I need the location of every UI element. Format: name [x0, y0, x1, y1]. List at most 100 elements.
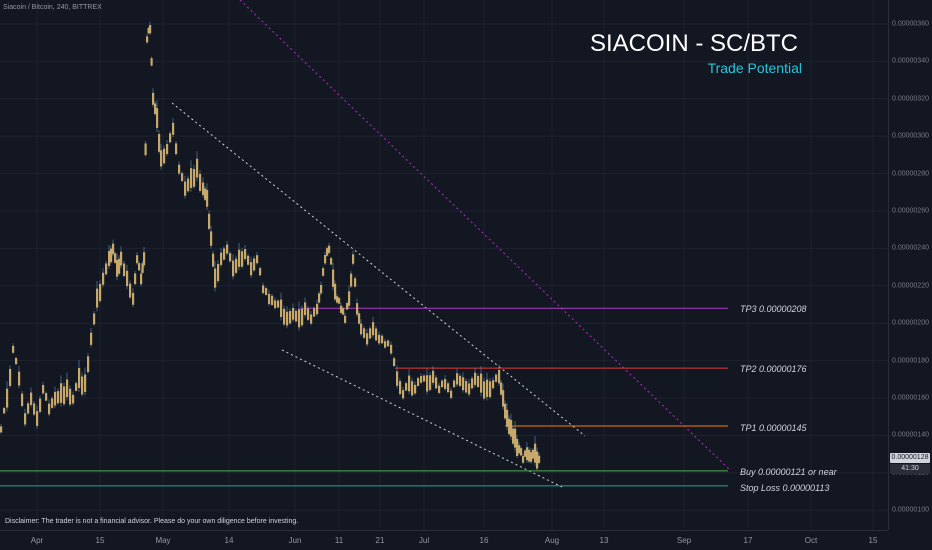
candle-body	[268, 293, 271, 305]
candle-body	[358, 313, 361, 324]
candle-body	[178, 164, 181, 174]
candle-body	[459, 375, 462, 387]
chart-area[interactable]: Siacoin / Bitcoin, 240, BITTREX SIACOIN …	[0, 0, 888, 530]
candle-body	[244, 249, 247, 259]
price-axis-label: 0.00000300	[892, 132, 929, 140]
candle-body	[498, 369, 501, 384]
candle-body	[528, 449, 531, 462]
candle-body	[289, 311, 292, 324]
time-axis-label: 13	[599, 536, 609, 545]
candle-body	[123, 263, 126, 276]
candle-body	[334, 283, 337, 300]
candle-body	[172, 122, 175, 135]
candle-body	[477, 375, 480, 387]
time-axis-label: 16	[479, 536, 489, 545]
candle-body	[495, 374, 498, 382]
candle-body	[54, 391, 57, 406]
candle-body	[69, 388, 72, 405]
tp2-label: TP2 0.00000176	[740, 364, 807, 374]
candle-body	[366, 333, 369, 345]
candle-body	[259, 268, 262, 276]
candle-body	[330, 258, 333, 265]
candle-body	[18, 371, 21, 386]
candle-body	[93, 313, 96, 325]
candle-body	[450, 390, 453, 398]
candle-body	[262, 285, 265, 294]
candle-body	[105, 263, 108, 275]
candle-body	[292, 308, 295, 320]
candle-body	[429, 375, 432, 390]
candle-body	[444, 379, 447, 389]
candle-body	[190, 168, 193, 188]
candle-body	[387, 340, 390, 347]
candle-body	[206, 189, 209, 207]
symbol-info[interactable]: Siacoin / Bitcoin, 240, BITTREX	[3, 4, 102, 11]
candle-body	[226, 244, 229, 254]
candle-body	[381, 335, 384, 344]
time-axis-label: Apr	[30, 536, 44, 545]
candle-body	[390, 344, 393, 354]
candle-body	[369, 328, 372, 339]
candle-body	[405, 383, 408, 391]
candle-body	[78, 368, 81, 388]
price-chart[interactable]	[0, 0, 888, 530]
candle-body	[187, 178, 190, 192]
candle-body	[489, 381, 492, 397]
candle-body	[538, 455, 541, 463]
candle-body	[310, 314, 313, 324]
candle-body	[223, 248, 226, 260]
candle-body	[150, 58, 153, 66]
candle-body	[144, 143, 147, 156]
candle-body	[129, 283, 132, 298]
candle-body	[283, 308, 286, 325]
candle-body	[423, 375, 426, 382]
candle-body	[84, 374, 87, 392]
candle-body	[3, 408, 6, 414]
candle-body	[402, 390, 405, 399]
candle-body	[204, 188, 207, 200]
time-axis-label: Sep	[676, 536, 692, 545]
candle-body	[318, 293, 321, 303]
price-axis[interactable]: 0.00000360 0.00000340 0.00000320 0.00000…	[888, 0, 932, 530]
candle-body	[492, 380, 495, 389]
candle-body	[465, 380, 468, 393]
price-axis-label: 0.00000280	[892, 170, 929, 178]
candle-body	[453, 380, 456, 388]
price-axis-label: 0.00000160	[892, 394, 929, 402]
candle-body	[524, 450, 527, 457]
candle-body	[149, 25, 152, 34]
candle-body	[298, 309, 301, 328]
candle-body	[90, 332, 93, 345]
candle-body	[420, 376, 423, 383]
candle-body	[512, 428, 515, 444]
candle-body	[24, 413, 27, 425]
candle-body	[154, 103, 157, 115]
candle-body	[432, 370, 435, 383]
price-axis-label: 0.00000220	[892, 282, 929, 290]
time-axis-label: Jun	[288, 536, 302, 545]
price-series	[0, 21, 541, 471]
candle-body	[202, 182, 205, 196]
time-axis[interactable]: Apr 15 May 14 Jun 11 21 Jul 16 Aug 13 Se…	[0, 530, 888, 550]
candle-body	[208, 213, 211, 229]
candle-body	[15, 358, 18, 365]
candle-body	[175, 143, 178, 155]
candle-body	[75, 383, 78, 391]
chart-grid	[0, 0, 888, 530]
candle-body	[332, 269, 335, 287]
tp3-label: TP3 0.00000208	[740, 304, 807, 314]
candle-body	[132, 292, 135, 305]
candle-body	[220, 252, 223, 265]
candle-body	[360, 323, 363, 335]
candle-body	[342, 308, 345, 315]
candle-body	[60, 383, 63, 403]
candle-body	[114, 253, 117, 263]
candle-body	[456, 373, 459, 385]
candle-body	[348, 291, 351, 306]
candle-body	[417, 378, 420, 386]
candle-body	[118, 258, 121, 274]
time-axis-label: 15	[95, 536, 105, 545]
candle-body	[322, 268, 325, 276]
time-axis-label: 15	[868, 536, 878, 545]
candle-body	[51, 398, 54, 408]
